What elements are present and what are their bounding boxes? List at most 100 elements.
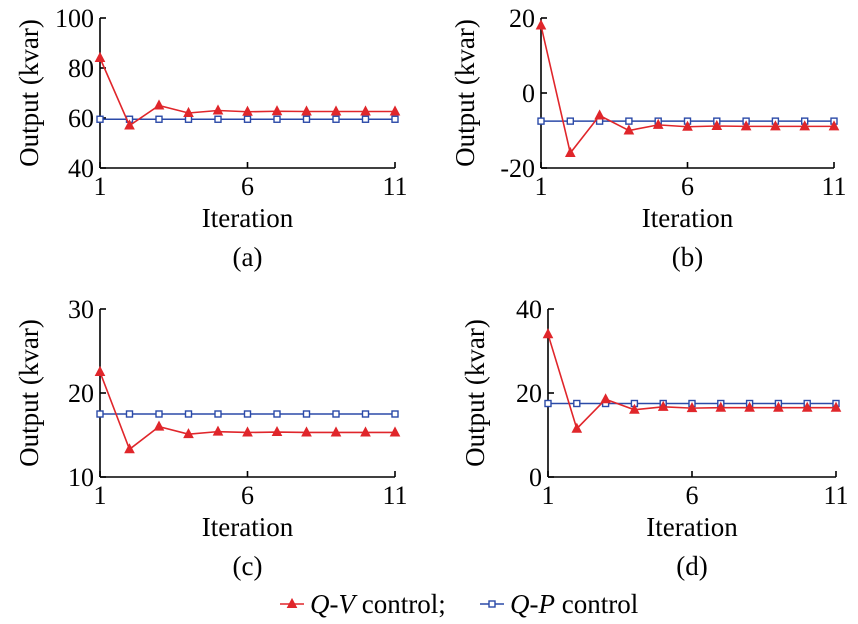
data-point-triangle: [830, 401, 842, 412]
legend-marker-square: [488, 600, 496, 608]
y-tick-label: 80: [68, 54, 94, 83]
data-point-triangle: [657, 400, 669, 411]
legend-entry-qp: Q-P control: [480, 589, 638, 619]
data-point-triangle: [212, 104, 224, 115]
data-point-triangle: [535, 19, 547, 30]
data-point-triangle: [301, 105, 312, 116]
data-point-triangle: [652, 118, 664, 129]
y-axis-label: Output (kvar): [14, 19, 44, 167]
data-point-triangle: [799, 120, 811, 131]
data-point-triangle: [773, 401, 784, 412]
data-point-square: [243, 410, 252, 418]
y-tick-label: 20: [516, 379, 542, 408]
series-qv: [542, 328, 842, 433]
series-qv: [94, 51, 401, 130]
data-point-triangle: [153, 99, 165, 110]
data-point-square: [566, 117, 574, 125]
data-point-square: [273, 410, 281, 418]
data-point-square: [243, 115, 252, 123]
data-point-square: [184, 410, 193, 418]
data-point-square: [302, 115, 311, 123]
y-axis-label: Output (kvar): [14, 319, 44, 467]
data-point-triangle: [330, 105, 342, 116]
data-point-triangle: [801, 401, 813, 412]
data-point-triangle: [542, 328, 554, 339]
data-point-square: [214, 410, 222, 418]
data-point-square: [361, 410, 370, 418]
data-point-triangle: [330, 426, 342, 437]
data-point-triangle: [183, 428, 194, 439]
panel-caption: (a): [233, 242, 263, 272]
y-tick-label: 30: [68, 295, 94, 324]
data-point-triangle: [94, 365, 106, 376]
y-tick-label: 20: [509, 4, 535, 33]
x-axis-label: Iteration: [642, 203, 734, 233]
x-tick-label: 6: [241, 172, 254, 201]
data-point-square: [273, 115, 281, 123]
data-point-triangle: [600, 393, 611, 404]
y-tick-label: 0: [522, 79, 535, 108]
chart-panel-4: 0 20 40 1 6 11 Iteration Output (kvar) (d): [460, 295, 849, 581]
legend-text-part: control: [555, 589, 638, 619]
data-point-triangle: [623, 124, 635, 135]
data-point-square: [96, 410, 104, 418]
data-point-square: [391, 115, 399, 123]
y-tick-label: -20: [500, 154, 535, 183]
data-point-triangle: [271, 105, 283, 116]
data-point-square: [573, 399, 581, 408]
data-point-triangle: [740, 120, 752, 131]
series-qp: [96, 410, 399, 418]
x-tick-label: 11: [823, 481, 848, 510]
x-tick-label: 6: [681, 172, 694, 201]
data-point-square: [332, 115, 340, 123]
legend-text-part: Q: [510, 589, 530, 619]
data-point-square: [184, 115, 193, 123]
legend: Q-V control; Q-P control: [280, 589, 638, 619]
data-point-triangle: [360, 426, 371, 437]
data-point-square: [125, 410, 134, 418]
data-point-triangle: [212, 425, 224, 436]
x-axis-label: Iteration: [202, 203, 294, 233]
panel-caption: (b): [672, 242, 703, 272]
series-qv: [535, 19, 840, 157]
series-line-qv: [547, 333, 836, 431]
y-tick-label: 20: [68, 379, 94, 408]
data-point-triangle: [124, 443, 135, 454]
series-qp: [96, 115, 399, 123]
y-tick-label: 100: [55, 4, 94, 33]
x-tick-label: 11: [382, 481, 407, 510]
y-axis-label: Output (kvar): [460, 319, 490, 467]
x-tick-label: 11: [382, 172, 407, 201]
data-point-triangle: [711, 119, 723, 130]
data-point-triangle: [715, 401, 727, 412]
data-point-triangle: [389, 105, 401, 116]
legend-marker-triangle: [286, 597, 298, 608]
data-point-triangle: [242, 426, 253, 437]
x-tick-label: 1: [542, 481, 555, 510]
x-tick-label: 1: [94, 481, 107, 510]
data-point-square: [537, 117, 545, 125]
x-axis-label: Iteration: [646, 512, 738, 542]
data-point-square: [625, 117, 633, 125]
x-axis-label: Iteration: [202, 512, 294, 542]
data-point-triangle: [682, 120, 693, 131]
data-point-triangle: [571, 422, 583, 433]
data-point-triangle: [744, 401, 755, 412]
chart-panel-3: 10 20 30 1 6 11 Iteration Output (kvar) (c): [14, 295, 408, 581]
x-tick-label: 11: [821, 172, 846, 201]
legend-text-part: -: [530, 589, 539, 619]
series-qv: [94, 365, 401, 454]
legend-label: Q-V control;: [310, 589, 446, 619]
legend-text-part: control;: [355, 589, 446, 619]
chart-panel-2: -20 0 20 1 6 11 Iteration Output (kvar) (b): [450, 4, 847, 272]
y-axis-label: Output (kvar): [450, 19, 480, 167]
data-point-square: [361, 115, 370, 123]
x-tick-label: 1: [535, 172, 548, 201]
data-point-triangle: [242, 105, 253, 116]
data-point-triangle: [686, 402, 698, 413]
data-point-square: [155, 410, 163, 418]
data-point-triangle: [629, 403, 640, 414]
y-tick-label: 40: [68, 154, 94, 183]
